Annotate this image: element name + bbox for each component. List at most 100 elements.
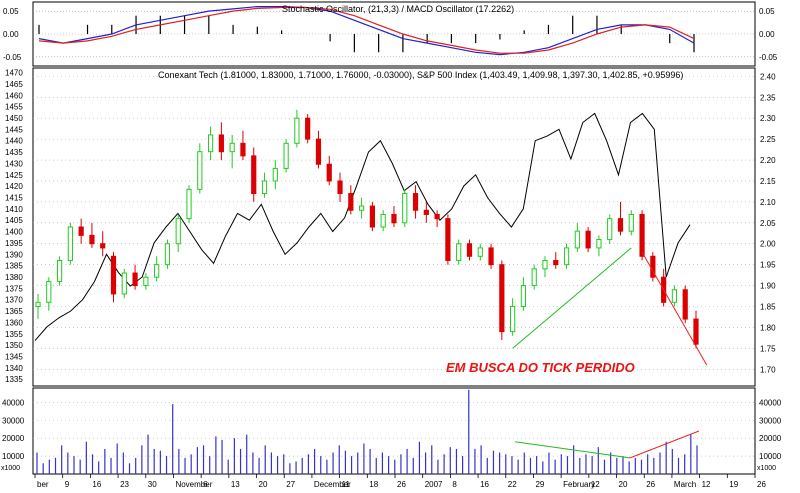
candle-body xyxy=(154,264,160,278)
candle-body xyxy=(121,272,127,295)
price-tick-label-left: 1430 xyxy=(5,159,23,168)
x-tick-label: 12 xyxy=(591,480,600,489)
candle-body xyxy=(402,193,408,224)
candle-body xyxy=(197,151,203,190)
osc-tick-label-left: 0.05 xyxy=(3,7,19,16)
price-tick-label-left: 1370 xyxy=(5,296,23,305)
candle-body xyxy=(434,213,440,220)
candle-body xyxy=(628,213,634,232)
candle-body xyxy=(456,243,462,261)
price-tick-label-left: 1415 xyxy=(5,193,23,202)
volume-unit-label-right: x1000 xyxy=(757,465,776,472)
x-tick-label: 22 xyxy=(508,480,517,489)
x-tick-label: 13 xyxy=(231,480,240,489)
candle-body xyxy=(445,218,451,261)
x-tick-label: 26 xyxy=(397,480,406,489)
x-tick-label: 20 xyxy=(619,480,628,489)
candle-body xyxy=(531,268,537,287)
candle-body xyxy=(143,276,149,287)
price-tick-label-left: 1405 xyxy=(5,216,23,225)
price-axis: 1470 1465 1460 1455 1450 1445 1440 1435 1430 1425… xyxy=(5,69,776,385)
x-tick-label: 8 xyxy=(452,480,457,489)
price-tick-label-left: 1340 xyxy=(5,364,23,373)
candle-body xyxy=(596,239,602,249)
candle-body xyxy=(305,117,311,140)
candle-body xyxy=(337,180,343,195)
spx-line xyxy=(34,112,691,341)
candle-body xyxy=(488,247,494,266)
price-trendline-down xyxy=(641,251,708,366)
candle-body xyxy=(391,213,397,224)
x-tick-label: March xyxy=(674,480,696,489)
x-tick-label: 12 xyxy=(702,480,711,489)
price-tick-label-right: 2.30 xyxy=(760,114,776,123)
candle-body xyxy=(499,264,505,333)
volume-series xyxy=(36,389,698,474)
candle-body xyxy=(272,167,278,182)
price-tick-label-left: 1445 xyxy=(5,125,23,134)
candle-body xyxy=(218,134,224,153)
candle-body xyxy=(175,218,181,245)
volume-tick-label-left: 40000 xyxy=(2,398,25,407)
volume-trendline-down xyxy=(514,441,631,459)
candle-body xyxy=(283,142,289,169)
oscillator-grid xyxy=(33,10,755,58)
price-tick-label-left: 1380 xyxy=(5,273,23,282)
price-tick-label-right: 2.15 xyxy=(760,177,776,186)
candle-body xyxy=(315,138,322,165)
candle-body xyxy=(639,213,645,257)
candle-body xyxy=(240,142,246,157)
candle-body xyxy=(229,142,235,153)
osc-series-k xyxy=(38,5,695,56)
price-tick-label-left: 1345 xyxy=(5,352,23,361)
price-tick-label-left: 1395 xyxy=(5,239,23,248)
candle-body xyxy=(78,226,84,236)
candle-body xyxy=(380,213,386,228)
volume-trendline-up xyxy=(629,430,700,459)
candle-body xyxy=(617,218,624,232)
candle-body xyxy=(359,205,365,211)
x-tick-label: 16 xyxy=(92,480,101,489)
price-tick-label-left: 1440 xyxy=(5,137,23,146)
x-tick-label: ber xyxy=(37,480,49,489)
price-trendline-up xyxy=(512,247,632,349)
x-tick-label: 20 xyxy=(259,480,268,489)
x-tick-label: November xyxy=(175,480,212,489)
price-tick-label-right: 2.00 xyxy=(760,240,776,249)
candle-body xyxy=(46,280,52,303)
candle-body xyxy=(348,193,354,211)
osc-tick-label-left: 0.00 xyxy=(3,30,19,39)
price-tick-label-right: 1.80 xyxy=(760,323,776,332)
oscillator-title: Stochastic Oscillator, (21,3,3) / MACD O… xyxy=(282,4,514,14)
candle-body xyxy=(520,285,527,308)
volume-tick-label-left: 20000 xyxy=(2,434,25,443)
x-tick-label: 11 xyxy=(342,480,351,489)
osc-tick-label-right: -0.05 xyxy=(759,53,778,62)
volume-tick-label-right: 20000 xyxy=(759,434,782,443)
volume-tick-label-right: 30000 xyxy=(759,416,782,425)
volume-tick-label-right: 40000 xyxy=(759,398,782,407)
oscillator-marks xyxy=(38,5,695,56)
trendlines xyxy=(512,247,708,459)
candle-body xyxy=(89,234,95,245)
price-tick-label-right: 1.90 xyxy=(760,282,776,291)
volume-tick-label-left: 30000 xyxy=(2,416,25,425)
price-tick-label-left: 1360 xyxy=(5,318,23,327)
candle-body xyxy=(294,117,300,144)
candle-body xyxy=(510,306,516,333)
price-tick-label-left: 1385 xyxy=(5,262,23,271)
candle-body xyxy=(477,247,483,257)
annotation-text: EM BUSCA DO TICK PERDIDO xyxy=(446,360,635,375)
price-tick-label-left: 1465 xyxy=(5,80,23,89)
candle-body xyxy=(607,218,613,241)
price-tick-label-right: 2.20 xyxy=(760,156,776,165)
x-tick-label: 26 xyxy=(646,480,655,489)
candle-body xyxy=(251,155,257,195)
candle-body xyxy=(563,247,570,266)
x-tick-label: December xyxy=(314,480,351,489)
candle-body xyxy=(693,318,699,345)
price-tick-label-right: 2.10 xyxy=(760,198,776,207)
oscillator-axis: 0.05 0.05 0.00 0.00 -0.05 -0.05 xyxy=(3,7,778,62)
price-tick-label-right: 1.85 xyxy=(760,303,776,312)
